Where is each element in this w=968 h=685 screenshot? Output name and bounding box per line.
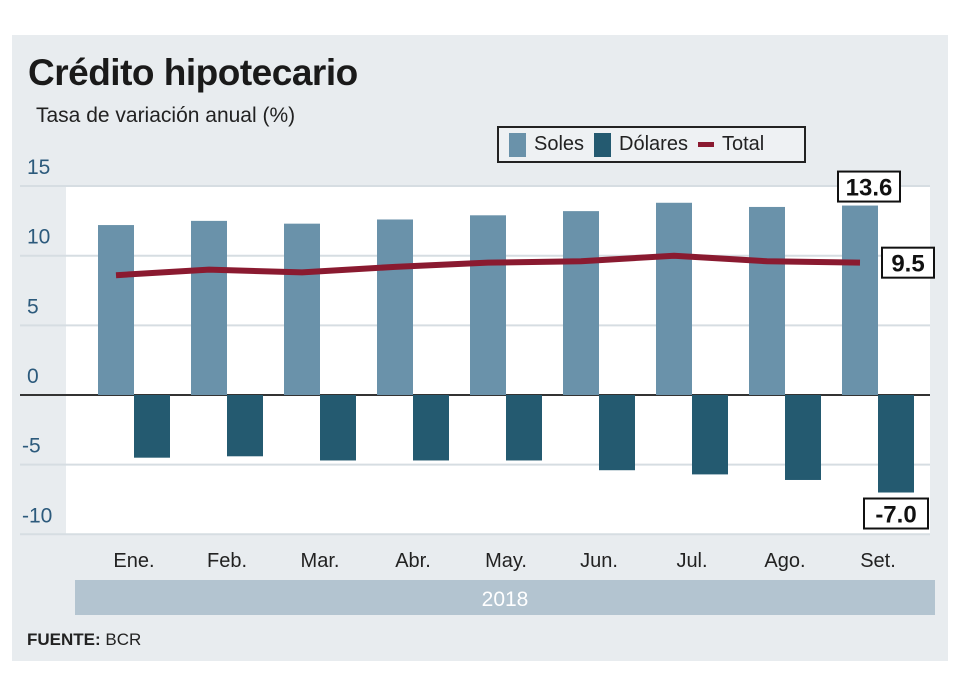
bar-dolares [785, 395, 821, 480]
bar-soles [842, 205, 878, 395]
bar-dolares [692, 395, 728, 475]
x-tick-label: Jun. [580, 550, 618, 572]
bar-dolares [134, 395, 170, 458]
bar-soles [563, 211, 599, 395]
legend-swatch-total [697, 142, 714, 147]
bar-dolares [878, 395, 914, 493]
bar-dolares [506, 395, 542, 461]
y-tick-label: -5 [22, 435, 41, 458]
chart-title: Crédito hipotecario [28, 52, 358, 93]
legend-label-total: Total [721, 133, 765, 155]
annotation-total-box [881, 246, 935, 279]
source-note: FUENTE: BCR [27, 630, 141, 650]
bar-soles [470, 215, 506, 395]
y-tick-label: -10 [22, 504, 52, 527]
legend: Soles Dólares Total [497, 126, 806, 163]
source-value: BCR [105, 630, 142, 649]
x-tick-label: Jul. [676, 550, 707, 572]
bar-soles [656, 202, 692, 395]
x-tick-label: Ago. [764, 550, 805, 572]
legend-label-dolares: Dólares [619, 133, 688, 155]
x-tick-label: Ene. [113, 550, 154, 572]
annotation-soles: 13.6 [846, 175, 893, 202]
bar-dolares [227, 395, 263, 457]
y-tick-label: 0 [27, 365, 39, 388]
annotation-total: 9.5 [891, 251, 924, 278]
bar-dolares [599, 395, 635, 471]
bar-soles [749, 206, 785, 395]
bar-dolares [413, 395, 449, 461]
y-tick-label: 5 [27, 295, 39, 318]
bar-soles [191, 220, 227, 395]
bar-soles [98, 225, 134, 395]
annotation-soles-box [837, 170, 901, 203]
x-tick-label: Abr. [395, 550, 431, 572]
x-tick-label: May. [485, 550, 527, 572]
annotation-dolares: -7.0 [875, 502, 916, 529]
legend-swatch-soles [509, 132, 526, 157]
y-tick-label: 15 [27, 156, 50, 179]
legend-label-soles: Soles [534, 133, 585, 155]
y-tick-label: 10 [27, 226, 50, 249]
x-tick-label: Feb. [207, 550, 247, 572]
x-tick-label: Set. [860, 550, 896, 572]
year-bar [75, 580, 935, 615]
bar-soles [284, 223, 320, 395]
bar-soles [377, 219, 413, 395]
legend-swatch-dolares [594, 132, 612, 157]
chart-subtitle: Tasa de variación anual (%) [36, 104, 296, 127]
annotation-dolares-box [863, 497, 929, 530]
year-label: 2018 [482, 588, 529, 611]
bar-dolares [320, 395, 356, 461]
source-label: FUENTE: [27, 630, 101, 649]
x-tick-label: Mar. [301, 550, 340, 572]
